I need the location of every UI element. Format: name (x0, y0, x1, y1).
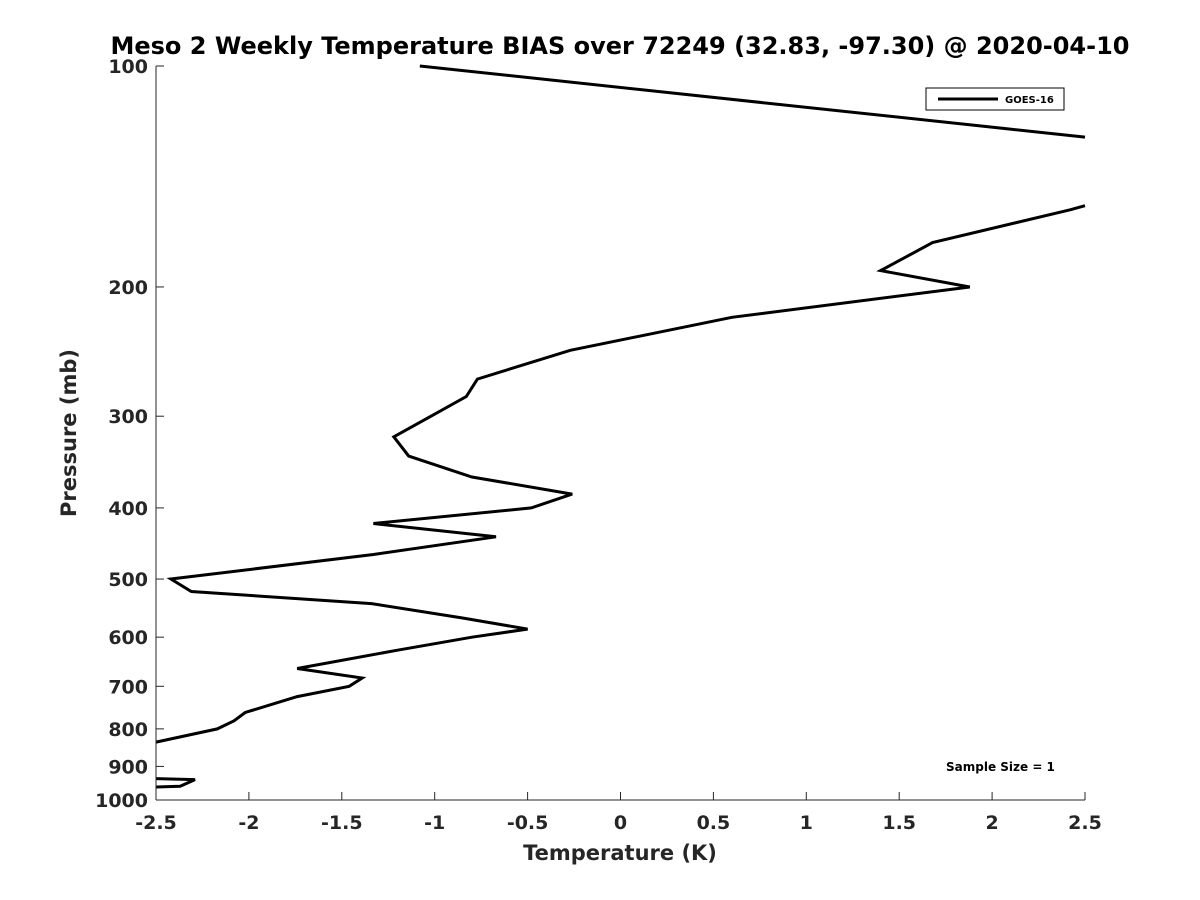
series-line-goes-16 (155, 64, 1086, 789)
y-tick-label: 100 (108, 56, 148, 78)
x-tick-label: 0 (614, 812, 627, 834)
y-tick-label: 800 (108, 719, 148, 741)
y-tick-label: 400 (108, 498, 148, 520)
y-tick-label: 900 (108, 756, 148, 778)
plot-series (155, 64, 1086, 789)
legend: GOES-16 (925, 87, 1065, 111)
x-tick-label: 2 (985, 812, 998, 834)
x-tick-label: 0.5 (697, 812, 731, 834)
y-tick-label: 200 (108, 277, 148, 299)
y-axis-label: Pressure (mb) (57, 349, 81, 517)
x-tick-label: -1.5 (321, 812, 363, 834)
x-tick-label: -2.5 (135, 812, 177, 834)
x-tick-label: -2 (238, 812, 259, 834)
x-tick-label: -1 (424, 812, 445, 834)
x-axis-ticks: -2.5 -2 -1.5 -1 -0.5 0 0.5 1 1.5 2 2.5 (135, 792, 1102, 834)
y-tick-label: 1000 (95, 790, 148, 812)
legend-label-goes-16: GOES-16 (1005, 95, 1054, 106)
y-tick-label: 500 (108, 569, 148, 591)
x-tick-label: 1 (800, 812, 813, 834)
sample-size-annotation: Sample Size = 1 (946, 760, 1055, 774)
y-tick-label: 300 (108, 406, 148, 428)
y-tick-label: 700 (108, 676, 148, 698)
x-tick-label: 2.5 (1068, 812, 1102, 834)
y-tick-label: 600 (108, 627, 148, 649)
x-axis-label: Temperature (K) (523, 841, 717, 865)
y-axis-ticks: 100 200 300 400 500 600 700 800 900 1000 (95, 56, 164, 812)
x-tick-label: 1.5 (882, 812, 916, 834)
x-tick-label: -0.5 (507, 812, 549, 834)
chart-title: Meso 2 Weekly Temperature BIAS over 7224… (110, 32, 1129, 60)
